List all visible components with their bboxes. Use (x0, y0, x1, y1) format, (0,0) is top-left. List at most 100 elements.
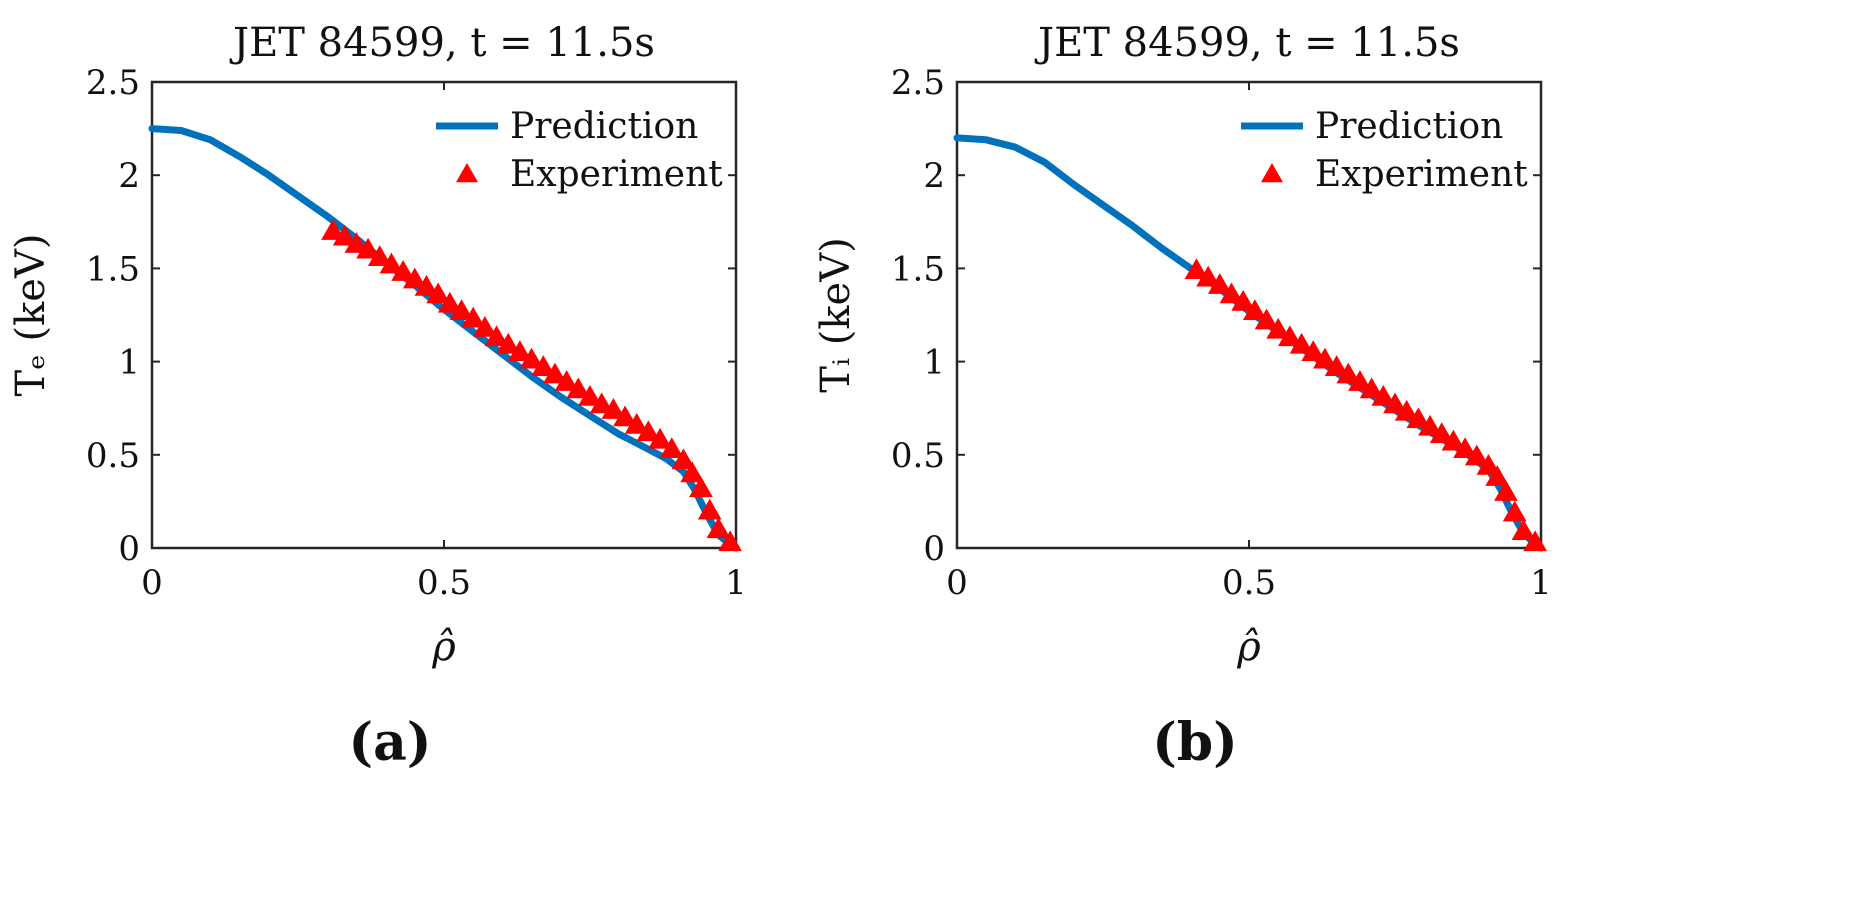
plot-area-frame (150, 80, 738, 550)
chart-title: JET 84599, t = 11.5s (229, 20, 655, 66)
legend-entry-label: Experiment (1315, 154, 1528, 195)
chart-panel-b: 0 0.5 1 0 0.5 1 1.5 2 2.5 JET 84599, t = 11.5s ρ̂ T… (813, 20, 1552, 773)
experiment-point (1464, 444, 1489, 466)
experiment-point (659, 437, 684, 458)
experiment-point (437, 291, 462, 313)
experiment-point (648, 427, 672, 449)
experiment-point (531, 355, 556, 376)
experiment-point (613, 405, 637, 427)
panel-label: (a) (349, 712, 432, 773)
experiment-point (508, 340, 532, 362)
y-tick-label: 0.5 (86, 436, 140, 476)
experiment-point (1371, 385, 1396, 406)
y-tick-label: 1 (923, 343, 945, 383)
y-axis-label: Tᵢ (keV) (813, 237, 859, 392)
experiment-point (1453, 437, 1477, 458)
y-tick-label: 2 (923, 156, 945, 196)
experiment-point (624, 412, 649, 434)
experiment-point (379, 252, 404, 274)
experiment-point (689, 476, 713, 498)
y-tick-label: 2 (118, 156, 140, 196)
experiment-point (449, 299, 474, 321)
experiment-point (1494, 480, 1518, 501)
experiment-point (578, 385, 602, 406)
experiment-point (1207, 273, 1232, 294)
experiment-point (554, 370, 579, 391)
experiment-point (697, 498, 722, 520)
experiment-point (1289, 332, 1314, 354)
experiment-point (426, 282, 451, 304)
x-tick-label: 0.5 (1222, 563, 1276, 603)
experiment-point (1359, 377, 1384, 399)
experiment-point (356, 237, 380, 259)
experiment-point (484, 325, 509, 347)
y-tick-label: 1.5 (86, 249, 140, 289)
x-tick-label: 0 (946, 563, 968, 603)
experiment-point (680, 461, 705, 483)
experiment-point (1266, 317, 1291, 339)
experiment-point (1184, 258, 1209, 280)
experiment-point (718, 530, 743, 552)
experiment-point (1485, 465, 1510, 486)
experiment-point (543, 362, 567, 384)
experiment-point (1231, 289, 1256, 311)
y-axis-label: Tₑ (keV) (8, 234, 54, 397)
experiment-point (1502, 500, 1527, 522)
y-tick-label: 2.5 (891, 63, 945, 103)
chart-panel-a: 0 0.5 1 0 0.5 1 1.5 2 2.5 JET 84599, t = 11.5s ρ̂ T… (8, 20, 747, 773)
experiment-point (1523, 530, 1548, 552)
experiment-point (1242, 299, 1267, 321)
legend-triangle-swatch (456, 163, 478, 183)
experiment-point (1348, 370, 1372, 391)
experiment-point (1429, 422, 1454, 444)
x-tick-label: 1 (725, 563, 747, 603)
experiment-point (344, 232, 369, 253)
x-tick-label: 0 (141, 563, 163, 603)
y-tick-label: 1 (118, 343, 140, 383)
experiment-point (1278, 325, 1302, 347)
legend-entry-label: Prediction (1315, 106, 1503, 147)
experiment-point (1418, 414, 1442, 436)
experiment-point (461, 306, 486, 328)
experiment-point (332, 224, 357, 246)
experiment-point (1441, 429, 1466, 451)
x-tick-label: 0.5 (417, 563, 471, 603)
legend-entry-label: Experiment (510, 154, 723, 195)
experiment-point (706, 517, 731, 539)
experiment-point (671, 448, 696, 470)
panel-label: (b) (1152, 712, 1238, 773)
y-tick-label: 1.5 (891, 249, 945, 289)
legend-entry-label: Prediction (510, 106, 698, 147)
experiment-point (589, 392, 614, 414)
experiment-point (321, 219, 345, 240)
experiment-point (1476, 453, 1501, 475)
x-axis-label: ρ̂ (431, 624, 456, 670)
x-axis-label: ρ̂ (1236, 624, 1261, 670)
experiment-point (496, 332, 521, 354)
experiment-point (636, 420, 661, 442)
legend-triangle-swatch (1261, 163, 1283, 183)
experiment-point (367, 245, 392, 266)
experiment-point (414, 275, 439, 296)
experiment-point (519, 347, 544, 369)
experiment-point (391, 260, 415, 281)
experiment-point (1511, 519, 1536, 540)
experiment-point (1219, 282, 1244, 304)
series-line-prediction (953, 134, 1545, 552)
experiment-point (1336, 362, 1361, 384)
experiment-point (402, 267, 427, 289)
y-tick-label: 0 (923, 529, 945, 569)
experiment-point (1196, 265, 1220, 287)
x-tick-label: 1 (1530, 563, 1552, 603)
y-tick-label: 0 (118, 529, 140, 569)
y-tick-label: 2.5 (86, 63, 140, 103)
experiment-point (566, 377, 591, 399)
experiment-point (1313, 347, 1337, 369)
experiment-point (1254, 308, 1279, 330)
experiment-point (1394, 399, 1419, 421)
y-tick-label: 0.5 (891, 436, 945, 476)
experiment-point (1324, 355, 1349, 376)
experiment-point (1301, 340, 1326, 362)
chart-title: JET 84599, t = 11.5s (1034, 20, 1460, 66)
